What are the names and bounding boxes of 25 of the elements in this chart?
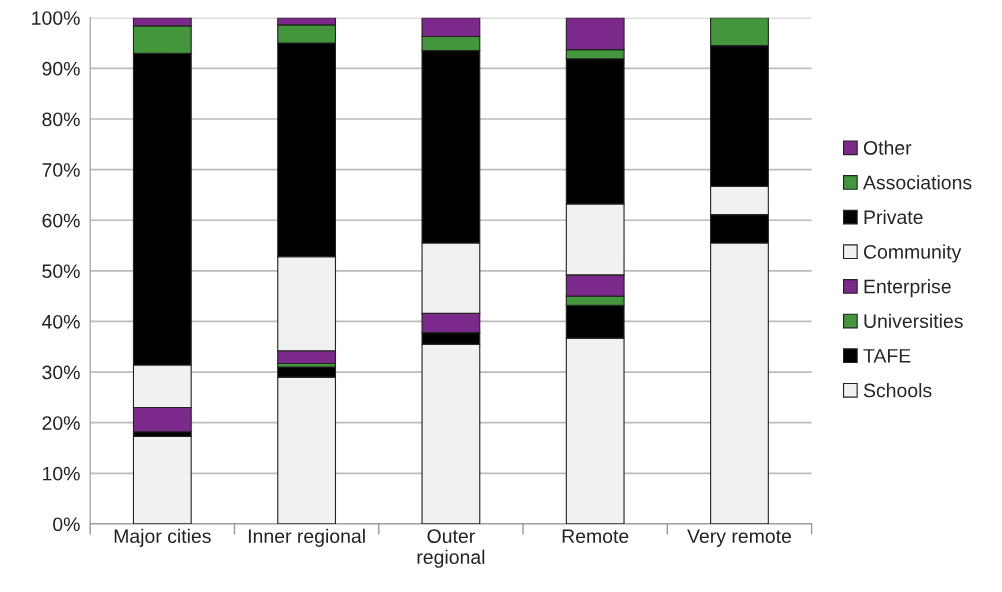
legend-label: Enterprise: [864, 279, 951, 298]
y-tick-label: 0%: [53, 517, 80, 532]
y-tick-label: 40%: [41, 314, 80, 329]
y-tick-label: 90%: [42, 61, 80, 76]
x-tick-label: Major cities: [114, 528, 211, 547]
legend-label: Universities: [864, 313, 963, 329]
y-tick-label: 60%: [42, 213, 80, 228]
y-tick-label: 50%: [42, 264, 80, 279]
bar: [132, 435, 192, 524]
legend-label: Schools: [863, 383, 932, 398]
y-tick-label: 80%: [42, 112, 80, 127]
y-tick-label: 70%: [42, 163, 80, 177]
y-tick-label: 30%: [42, 365, 80, 380]
x-tick-label: Very remote: [687, 529, 792, 547]
legend-label: Associations: [863, 175, 972, 190]
legend-label: Community: [863, 244, 962, 263]
legend-label: TAFE: [863, 349, 911, 363]
y-tick-label: 20%: [42, 416, 80, 430]
x-tick-label: Remote: [562, 529, 629, 544]
y-tick-label: 10%: [43, 466, 80, 481]
x-tick-label: Inner regional: [248, 528, 365, 547]
y-tick-label: 100%: [32, 11, 80, 25]
legend-label: Other: [863, 140, 912, 155]
legend-label: Private: [864, 209, 923, 225]
x-tick-label: Outer regional: [417, 529, 485, 568]
